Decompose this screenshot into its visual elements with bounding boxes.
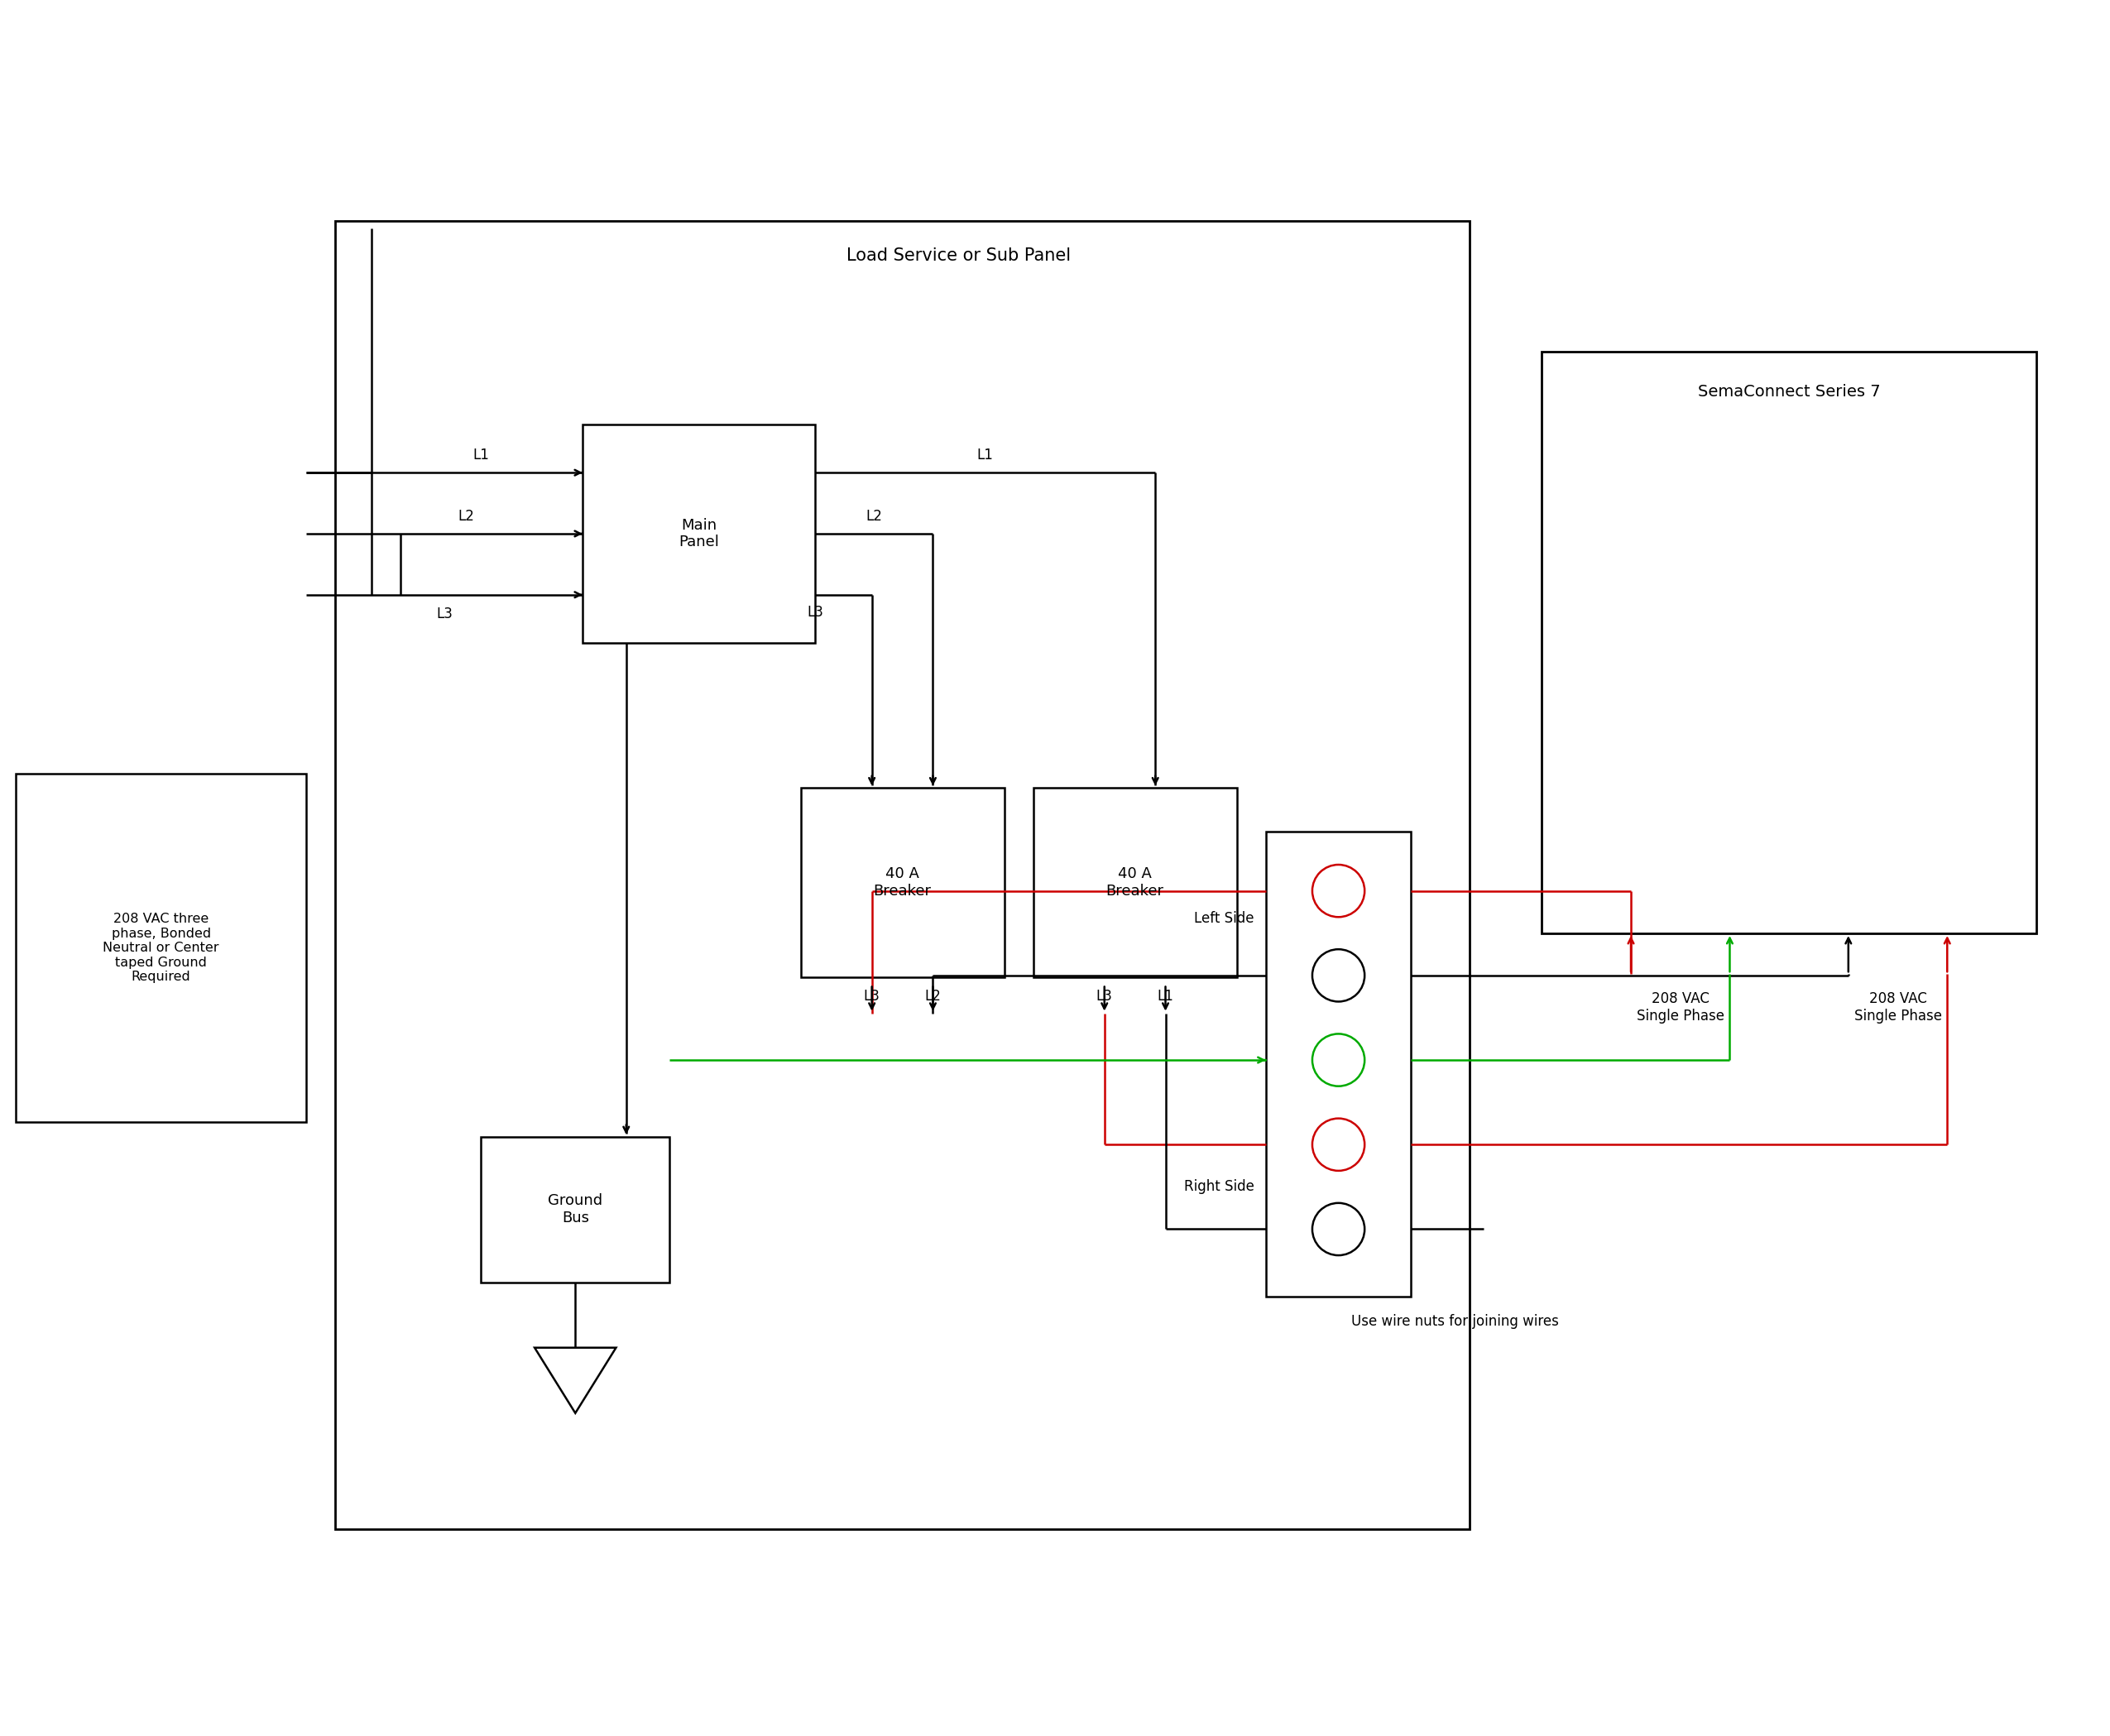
Text: L3: L3 [806, 604, 823, 620]
Circle shape [1312, 1203, 1365, 1255]
Text: 40 A
Breaker: 40 A Breaker [1106, 866, 1165, 899]
Text: Main
Panel: Main Panel [679, 517, 720, 550]
Text: L1: L1 [473, 448, 490, 462]
Text: L2: L2 [458, 509, 475, 524]
Text: 208 VAC
Single Phase: 208 VAC Single Phase [1637, 991, 1724, 1024]
Bar [481, 1137, 669, 1283]
Circle shape [1312, 950, 1365, 1002]
Text: L2: L2 [924, 988, 941, 1003]
Text: L3: L3 [1097, 988, 1112, 1003]
Bar [15, 774, 306, 1123]
Circle shape [1312, 1035, 1365, 1087]
Text: 208 VAC
Single Phase: 208 VAC Single Phase [1855, 991, 1941, 1024]
Text: Left Side: Left Side [1194, 911, 1253, 925]
Text: L1: L1 [977, 448, 994, 462]
Polygon shape [534, 1347, 616, 1413]
Text: L3: L3 [437, 606, 454, 621]
Text: SemaConnect Series 7: SemaConnect Series 7 [1699, 384, 1880, 399]
Circle shape [1312, 1118, 1365, 1170]
Bar [335, 220, 1469, 1529]
Text: Use wire nuts for joining wires: Use wire nuts for joining wires [1350, 1314, 1559, 1330]
Text: Ground
Bus: Ground Bus [549, 1194, 603, 1226]
Bar [1034, 788, 1236, 977]
Bar [1542, 352, 2036, 934]
Text: L3: L3 [863, 988, 880, 1003]
Text: Right Side: Right Side [1184, 1179, 1253, 1194]
Bar [582, 425, 814, 642]
Text: L1: L1 [1156, 988, 1173, 1003]
Bar [800, 788, 1004, 977]
Circle shape [1312, 865, 1365, 917]
Text: 208 VAC three
phase, Bonded
Neutral or Center
taped Ground
Required: 208 VAC three phase, Bonded Neutral or C… [103, 913, 219, 983]
Bar [1266, 832, 1412, 1297]
Text: 40 A
Breaker: 40 A Breaker [874, 866, 931, 899]
Text: L2: L2 [865, 509, 882, 524]
Text: Load Service or Sub Panel: Load Service or Sub Panel [846, 247, 1072, 264]
